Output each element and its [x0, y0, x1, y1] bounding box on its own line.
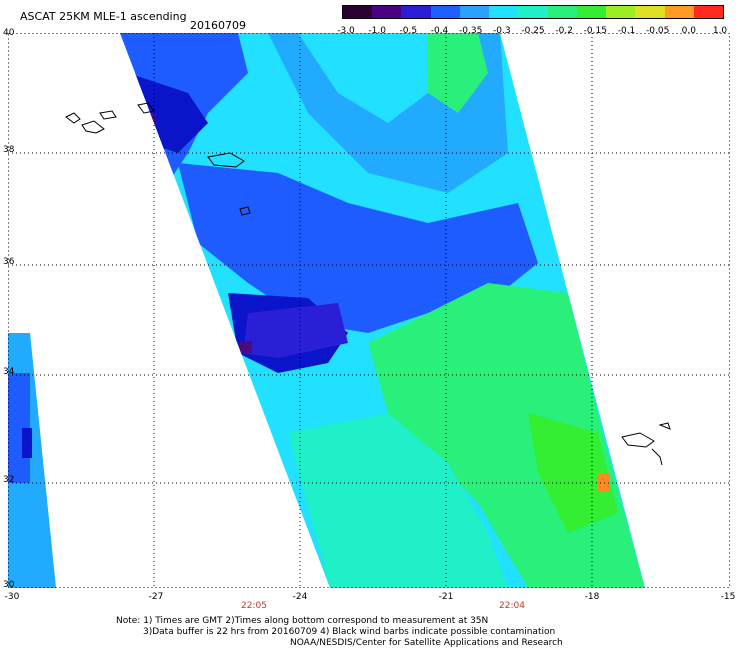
island-azores-flores	[65, 112, 81, 124]
color-bar-swatch	[372, 6, 402, 18]
color-bar-label: -0.25	[521, 26, 545, 36]
x-label-21: -21	[438, 592, 454, 602]
x-label-15: -15	[720, 592, 736, 602]
grid-lines	[8, 33, 730, 588]
color-bar-label: 0.0	[681, 26, 696, 36]
color-bar-label: -0.4	[430, 26, 449, 36]
color-bar-swatch	[401, 6, 431, 18]
color-bar-label: -0.05	[646, 26, 670, 36]
island-small	[239, 206, 251, 216]
island-madeira	[207, 152, 245, 168]
x-label-30: -30	[4, 592, 20, 602]
color-bar-swatch	[606, 6, 636, 18]
region-aqua-south	[288, 413, 508, 588]
map-frame	[8, 33, 730, 588]
color-bar-label: -0.1	[617, 26, 636, 36]
note-line-1: Note: 1) Times are GMT 2)Times along bot…	[116, 616, 489, 626]
region-light-blue-north	[120, 33, 508, 193]
island-azores-b	[99, 110, 117, 120]
color-bar-label: -0.2	[555, 26, 573, 36]
region-green-southeast	[528, 413, 618, 533]
color-bar-swatch	[693, 6, 724, 18]
color-bar	[342, 5, 724, 19]
island-canary-a	[621, 432, 655, 448]
y-label-40: 40	[3, 28, 15, 38]
region-purple-mid	[240, 341, 252, 353]
island-azores-c	[137, 102, 155, 114]
color-bar-swatch	[664, 6, 694, 18]
note-line-2: 3)Data buffer is 22 hrs from 20160709 4)…	[143, 627, 556, 637]
region-purple-north	[148, 113, 156, 131]
island-canary-b	[658, 422, 671, 430]
color-bar-label: -0.3	[493, 26, 511, 36]
y-label-36: 36	[3, 257, 15, 267]
island-azores-a	[81, 120, 105, 134]
y-label-30: 30	[3, 580, 15, 590]
color-bar-swatch	[547, 6, 577, 18]
time-label-2205: 22:05	[241, 601, 267, 611]
color-bar-swatch	[430, 6, 460, 18]
color-bar-label: -1.0	[368, 26, 386, 36]
x-label-18: -18	[584, 592, 600, 602]
color-bar-label: 1.0	[712, 26, 728, 36]
region-blue-mid	[178, 163, 538, 333]
wind-map	[8, 33, 730, 588]
map-title: ASCAT 25KM MLE-1 ascending	[20, 10, 187, 23]
color-bar-swatch	[343, 6, 373, 18]
color-bar-label: -0.15	[583, 26, 607, 36]
x-label-24: -24	[292, 592, 308, 602]
color-bar-swatch	[635, 6, 665, 18]
y-label-32: 32	[3, 475, 15, 485]
time-label-2204: 22:04	[499, 601, 525, 611]
color-bar-label: -0.35	[459, 26, 483, 36]
map-date: 20160709	[190, 19, 246, 32]
region-indigo-mid	[243, 303, 348, 358]
islands	[65, 102, 671, 466]
y-label-38: 38	[3, 145, 15, 155]
note-line-3: NOAA/NESDIS/Center for Satellite Applica…	[290, 638, 563, 648]
x-label-27: -27	[148, 592, 164, 602]
color-bar-swatch	[518, 6, 548, 18]
color-bar-swatch	[459, 6, 490, 18]
y-label-34: 34	[3, 367, 15, 377]
island-canary-c	[651, 448, 663, 466]
color-bar-label: -3.0	[337, 26, 355, 36]
swath-left	[8, 333, 56, 588]
region-green-top	[428, 33, 488, 113]
color-bar-label: -0.5	[399, 26, 418, 36]
color-bar-swatch	[489, 6, 519, 18]
swath-main	[120, 33, 645, 588]
color-bar-swatch	[576, 6, 607, 18]
region-orange-spot	[598, 473, 610, 491]
